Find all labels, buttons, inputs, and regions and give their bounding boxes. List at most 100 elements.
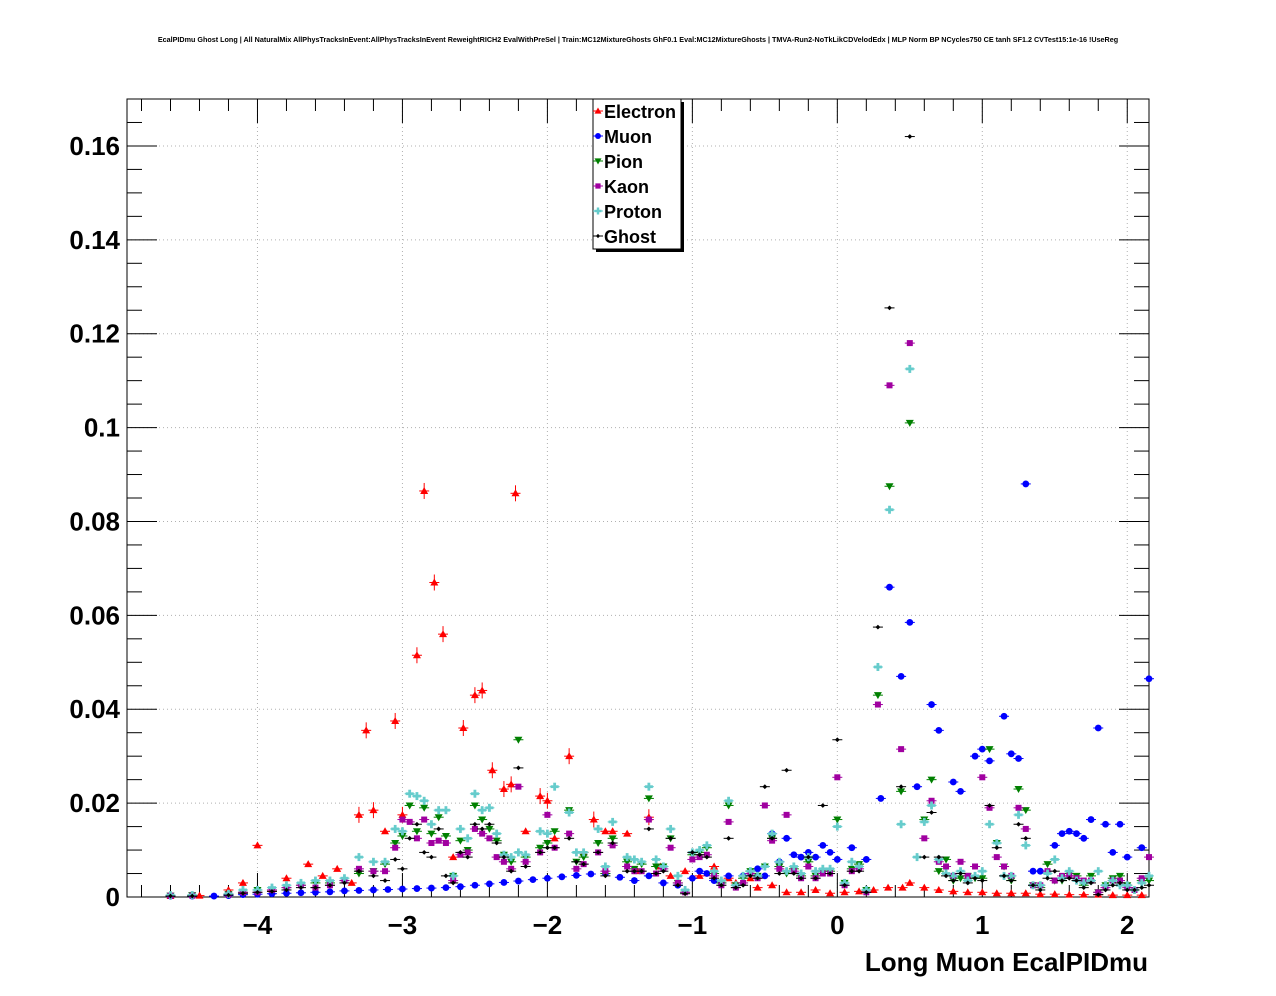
data-point (759, 784, 770, 790)
data-point (759, 802, 770, 809)
data-point (970, 752, 981, 760)
data-point (397, 832, 408, 840)
data-point (687, 850, 698, 855)
legend-label: Pion (604, 152, 643, 172)
data-point (426, 830, 437, 838)
data-point (658, 862, 669, 871)
x-tick-label: 2 (1120, 910, 1134, 940)
data-point (477, 816, 488, 824)
data-point (390, 824, 401, 833)
legend-marker (593, 207, 603, 215)
data-point (796, 888, 807, 896)
data-point (622, 863, 633, 870)
data-point (912, 783, 923, 791)
data-point (440, 806, 451, 815)
data-point (665, 824, 676, 833)
data-point (380, 857, 391, 866)
data-point (535, 827, 546, 836)
data-point (295, 889, 306, 897)
data-point (884, 583, 895, 591)
data-point (498, 858, 509, 865)
y-tick-label: 0.08 (69, 506, 120, 536)
data-point (680, 867, 691, 875)
data-point (948, 887, 959, 895)
data-point (643, 795, 654, 803)
data-point (438, 630, 449, 638)
data-point (643, 872, 654, 880)
page-title: EcalPIDmu Ghost Long | All NaturalMix Al… (157, 35, 1119, 44)
data-point (324, 882, 335, 888)
data-point (941, 863, 952, 870)
y-tick-label: 0.14 (69, 225, 120, 255)
data-point (767, 829, 778, 838)
data-point (1020, 835, 1031, 841)
data-point (948, 778, 959, 786)
data-point (680, 885, 691, 894)
data-point (1049, 841, 1060, 849)
series-ghost (165, 134, 1154, 899)
data-point (926, 797, 937, 804)
data-point (781, 767, 792, 773)
legend-item-ghost: Ghost (593, 227, 656, 247)
data-point (1020, 825, 1031, 832)
data-point (510, 489, 521, 497)
data-point (716, 882, 727, 888)
data-point (636, 868, 647, 874)
data-point (390, 716, 401, 724)
data-point (694, 846, 705, 855)
series-muon (165, 480, 1154, 900)
data-point (1086, 872, 1097, 880)
data-point (1107, 882, 1118, 888)
data-point (694, 852, 705, 858)
data-point (767, 835, 778, 841)
data-point (904, 878, 915, 886)
y-tick-label: 0.12 (69, 319, 120, 349)
data-point (455, 824, 466, 833)
grid-lines (127, 99, 1149, 897)
data-point (588, 815, 599, 823)
data-point (535, 792, 546, 800)
data-point (542, 840, 553, 848)
data-point (651, 871, 662, 876)
data-point (165, 893, 176, 899)
data-point (861, 889, 872, 895)
data-point (564, 830, 575, 837)
data-point (368, 886, 379, 894)
data-point (752, 875, 763, 881)
data-point (1006, 889, 1017, 897)
data-point (578, 854, 589, 862)
data-point (955, 858, 966, 865)
data-point (896, 746, 907, 753)
data-point (872, 624, 883, 630)
data-point (796, 875, 807, 881)
data-point (1049, 890, 1060, 898)
data-point (919, 835, 930, 842)
data-point (896, 820, 907, 829)
data-point (520, 850, 531, 859)
data-point (469, 821, 480, 827)
data-point (455, 883, 466, 891)
data-point (1107, 849, 1118, 856)
data-point (854, 887, 865, 895)
data-point (353, 868, 364, 874)
data-point (904, 364, 915, 373)
data-point (484, 880, 495, 888)
data-point (672, 882, 683, 888)
data-point (999, 712, 1010, 720)
data-point (469, 802, 480, 810)
data-point (1144, 877, 1154, 885)
data-point (723, 872, 734, 880)
data-point (977, 888, 988, 896)
data-point (593, 824, 604, 833)
data-point (774, 865, 785, 872)
data-point (440, 884, 451, 892)
data-point (266, 888, 277, 894)
data-point (440, 873, 451, 879)
legend-item-electron: Electron (593, 102, 676, 122)
data-point (658, 868, 669, 874)
data-point (904, 340, 915, 347)
data-point (970, 875, 981, 881)
data-point (513, 783, 524, 790)
data-point (919, 883, 930, 891)
